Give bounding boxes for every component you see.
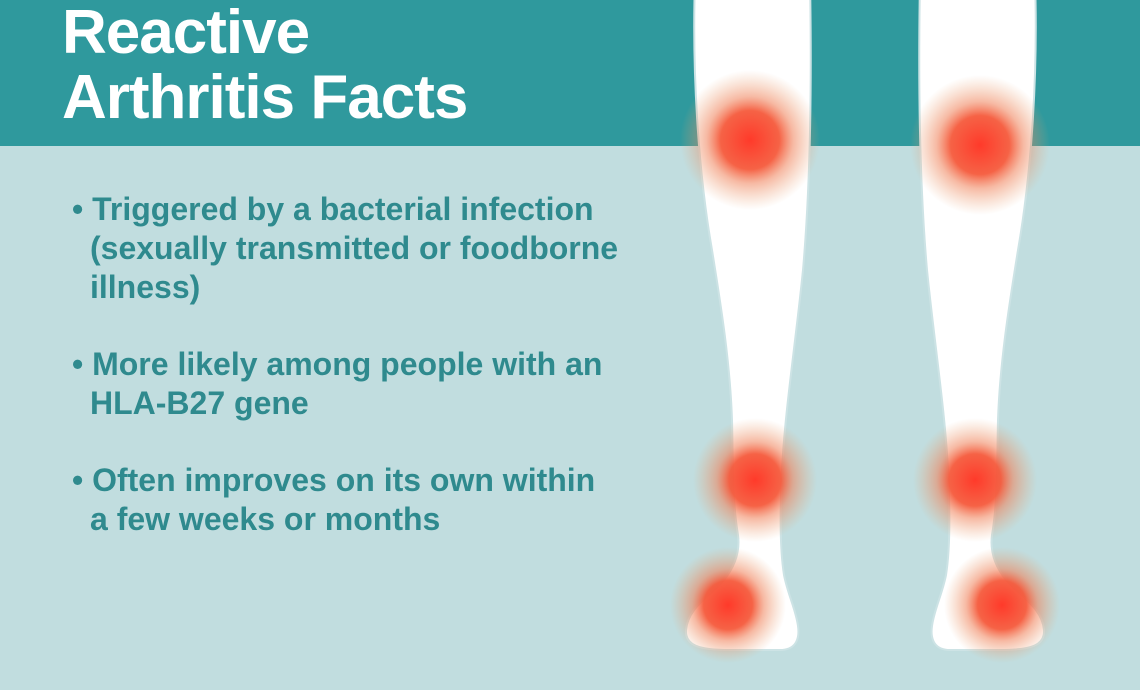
bullet-text: Often improves on its own within a few w…	[90, 462, 595, 537]
bullet-2: • More likely among people with an HLA-B…	[62, 345, 620, 423]
hotspot-left-foot	[670, 547, 786, 663]
hotspot-right-ankle	[913, 418, 1037, 542]
title-line-2: Arthritis Facts	[62, 65, 1140, 130]
bullet-symbol: •	[72, 346, 83, 382]
hotspot-right-foot	[944, 547, 1060, 663]
hotspot-left-ankle	[693, 418, 817, 542]
header-banner: Reactive Arthritis Facts	[0, 0, 1140, 146]
bullet-1: • Triggered by a bacterial infection (se…	[62, 190, 620, 307]
bullet-text: More likely among people with an HLA-B27…	[90, 346, 602, 421]
bullet-symbol: •	[72, 462, 83, 498]
bullet-symbol: •	[72, 191, 83, 227]
title-line-1: Reactive	[62, 0, 1140, 65]
hotspots	[670, 70, 1060, 663]
bullet-text: Triggered by a bacterial infection (sexu…	[90, 191, 618, 305]
bullet-3: • Often improves on its own within a few…	[62, 461, 620, 539]
facts-list: • Triggered by a bacterial infection (se…	[0, 146, 620, 539]
